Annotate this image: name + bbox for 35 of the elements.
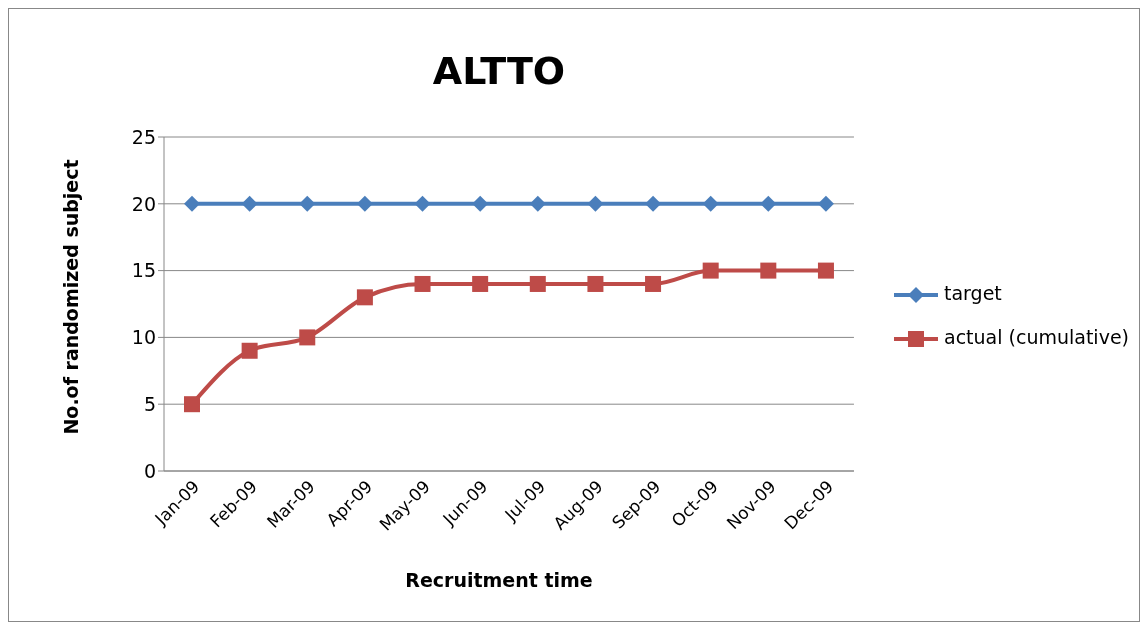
point <box>241 195 258 212</box>
y-tick-label: 20 <box>131 192 156 215</box>
point <box>760 262 777 279</box>
point <box>529 195 546 212</box>
point <box>184 396 200 413</box>
point <box>587 275 604 292</box>
point <box>702 195 719 212</box>
point <box>472 195 489 212</box>
legend-label: actual (cumulative) <box>944 326 1129 348</box>
point <box>299 329 316 346</box>
point <box>472 275 489 292</box>
legend-label: target <box>944 282 1002 304</box>
point <box>414 275 431 292</box>
point <box>356 195 373 212</box>
y-tick-label: 0 <box>143 459 156 482</box>
point <box>817 262 834 279</box>
y-tick-label: 25 <box>131 125 156 148</box>
point <box>241 342 258 359</box>
point <box>587 195 604 212</box>
y-tick-label: 15 <box>131 259 156 282</box>
chart-title: ALTTO <box>431 49 567 93</box>
point <box>645 195 662 212</box>
y-axis-title: No.of randomized subject <box>60 159 82 435</box>
point <box>702 262 719 279</box>
y-tick-label: 10 <box>131 326 156 349</box>
point <box>356 289 373 306</box>
point <box>184 195 200 212</box>
point <box>645 275 662 292</box>
point <box>817 195 834 212</box>
point <box>760 195 777 212</box>
point <box>414 195 431 212</box>
point <box>299 195 316 212</box>
x-axis-title: Recruitment time <box>404 569 594 591</box>
point <box>529 275 546 292</box>
y-tick-label: 5 <box>143 392 156 415</box>
